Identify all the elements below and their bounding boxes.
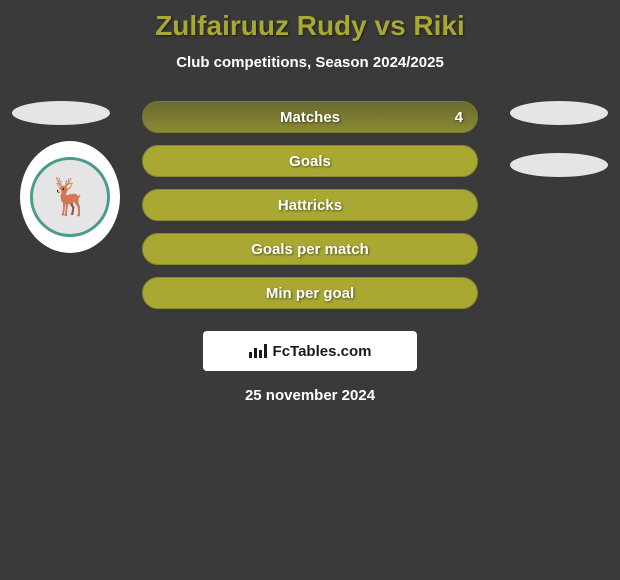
stat-value-matches: 4	[455, 109, 463, 126]
date: 25 november 2024	[245, 387, 375, 404]
stat-bar-hattricks: Hattricks	[142, 189, 478, 221]
fctables-badge[interactable]: FcTables.com	[203, 331, 417, 371]
subtitle: Club competitions, Season 2024/2025	[176, 54, 444, 71]
stats-area: 🦌 Matches 4 Goals Hattricks Goals per ma…	[0, 101, 620, 321]
stat-row-goals: Goals	[0, 145, 620, 177]
stat-label-gpm: Goals per match	[251, 241, 369, 258]
fctables-content: FcTables.com	[249, 343, 372, 360]
stat-bar-mpg: Min per goal	[142, 277, 478, 309]
stat-label-hattricks: Hattricks	[278, 197, 342, 214]
fctables-label: FcTables.com	[273, 343, 372, 360]
main-container: Zulfairuuz Rudy vs Riki Club competition…	[0, 0, 620, 404]
stat-label-mpg: Min per goal	[266, 285, 354, 302]
stat-label-goals: Goals	[289, 153, 331, 170]
stat-row-gpm: Goals per match	[0, 233, 620, 265]
stat-label-matches: Matches	[280, 109, 340, 126]
title: Zulfairuuz Rudy vs Riki	[155, 10, 465, 42]
stat-bar-goals: Goals	[142, 145, 478, 177]
stat-row-matches: Matches 4	[0, 101, 620, 133]
stat-row-mpg: Min per goal	[0, 277, 620, 309]
stat-bar-matches: Matches 4	[142, 101, 478, 133]
stat-bar-gpm: Goals per match	[142, 233, 478, 265]
chart-icon	[249, 344, 269, 358]
stat-row-hattricks: Hattricks	[0, 189, 620, 221]
